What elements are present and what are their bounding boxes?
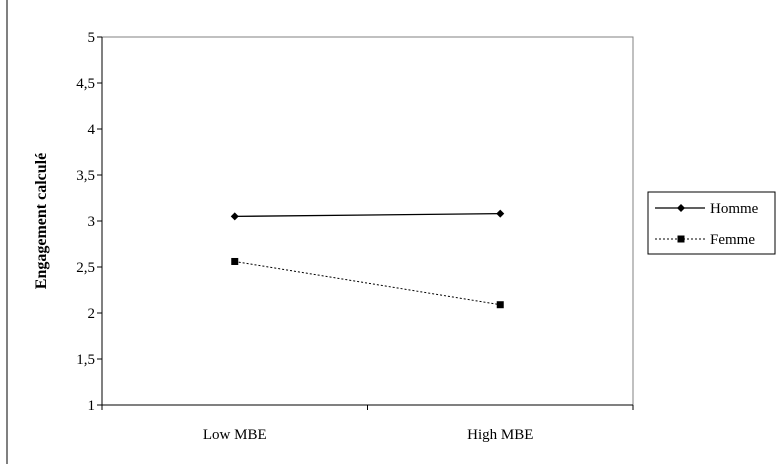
y-tick-label: 4 — [88, 122, 96, 138]
legend-marker-homme — [677, 204, 685, 212]
y-tick-label: 5 — [88, 30, 96, 46]
series-point-femme — [496, 301, 504, 309]
x-category-label: High MBE — [467, 427, 533, 443]
y-tick-label: 4,5 — [76, 76, 95, 92]
series-point-homme — [230, 212, 239, 221]
y-tick-label: 3,5 — [76, 168, 95, 184]
y-tick-label: 1 — [88, 398, 96, 414]
series-point-femme — [231, 257, 239, 265]
series-line-femme — [234, 260, 501, 306]
y-tick-label: 3 — [88, 214, 96, 230]
legend-box — [647, 191, 776, 255]
legend-marker-femme — [677, 235, 685, 243]
plot-area — [101, 36, 634, 406]
series-point-homme — [496, 209, 505, 218]
x-category-label: Low MBE — [203, 427, 267, 443]
y-axis-title: Engagement calculé — [33, 153, 50, 289]
legend-label-femme: Femme — [710, 232, 755, 248]
y-tick-label: 1,5 — [76, 352, 95, 368]
y-tick-label: 2,5 — [76, 260, 95, 276]
series-line-homme — [234, 212, 501, 218]
legend-label-homme: Homme — [710, 201, 759, 217]
y-tick-label: 2 — [88, 306, 96, 322]
